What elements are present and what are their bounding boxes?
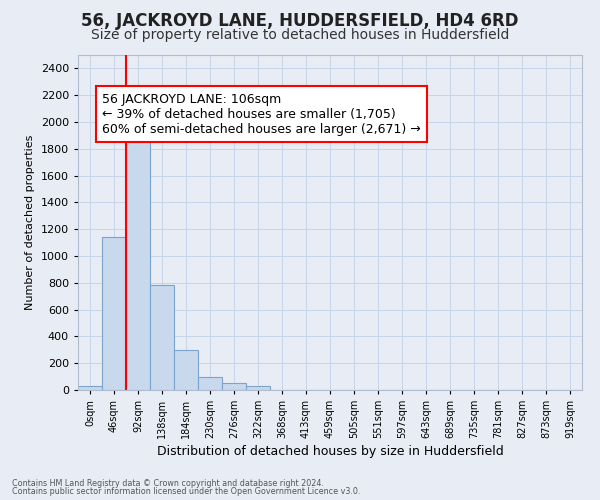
Text: Contains HM Land Registry data © Crown copyright and database right 2024.: Contains HM Land Registry data © Crown c… <box>12 478 324 488</box>
Text: Size of property relative to detached houses in Huddersfield: Size of property relative to detached ho… <box>91 28 509 42</box>
Bar <box>198 376 222 390</box>
Bar <box>246 386 270 390</box>
Bar <box>150 286 174 390</box>
Bar <box>126 124 150 390</box>
X-axis label: Distribution of detached houses by size in Huddersfield: Distribution of detached houses by size … <box>157 446 503 458</box>
Y-axis label: Number of detached properties: Number of detached properties <box>25 135 35 310</box>
Text: Contains public sector information licensed under the Open Government Licence v3: Contains public sector information licen… <box>12 487 361 496</box>
Text: 56, JACKROYD LANE, HUDDERSFIELD, HD4 6RD: 56, JACKROYD LANE, HUDDERSFIELD, HD4 6RD <box>81 12 519 30</box>
Bar <box>78 386 102 390</box>
Bar <box>102 237 126 390</box>
Bar <box>174 350 198 390</box>
Bar <box>222 384 246 390</box>
Text: 56 JACKROYD LANE: 106sqm
← 39% of detached houses are smaller (1,705)
60% of sem: 56 JACKROYD LANE: 106sqm ← 39% of detach… <box>102 92 421 136</box>
